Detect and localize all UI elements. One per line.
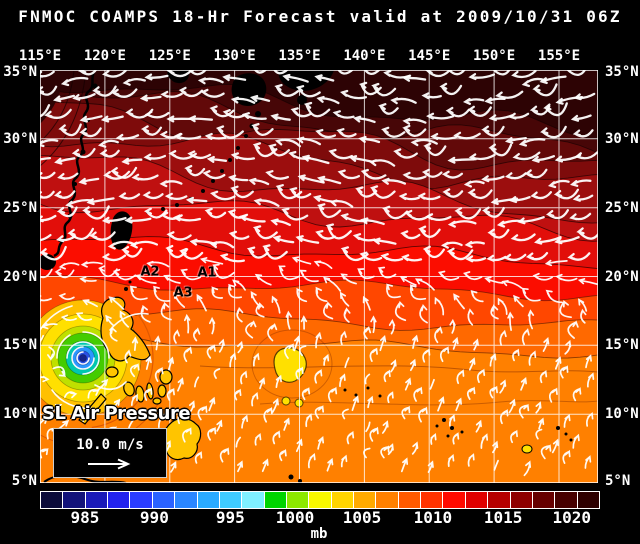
lat-label-right: 25°N <box>605 199 639 216</box>
colorbar-cell <box>84 492 108 508</box>
colorbar-cell <box>151 492 175 508</box>
lat-label-right: 5°N <box>605 473 631 489</box>
lon-label: 145°E <box>408 48 451 64</box>
colorbar-units: mb <box>310 526 328 542</box>
colorbar-cell <box>464 492 488 508</box>
colorbar-tick: 1000 <box>275 508 315 527</box>
colorbar-cell <box>129 492 152 508</box>
colorbar-cell <box>174 492 197 508</box>
colorbar-cell <box>308 492 331 508</box>
colorbar <box>40 491 600 509</box>
colorbar-tick: 985 <box>70 508 100 527</box>
colorbar-tick: 1015 <box>483 508 523 527</box>
colorbar-cell <box>196 492 219 508</box>
colorbar-cell <box>576 492 599 508</box>
colorbar-tick: 990 <box>139 508 169 527</box>
colorbar-cell <box>330 492 354 508</box>
lat-label-left: 20°N <box>3 268 37 285</box>
lon-label: 130°E <box>213 48 256 64</box>
lon-label: 155°E <box>537 48 581 64</box>
lon-label: 150°E <box>473 48 516 64</box>
colorbar-tick: 1005 <box>342 508 382 527</box>
colorbar-scale: 985 990 995 1000 1005 1010 1015 1020 <box>40 508 598 527</box>
colorbar-cell <box>41 492 63 508</box>
colorbar-cell <box>218 492 242 508</box>
lat-label-left: 15°N <box>3 337 37 354</box>
colorbar-cell <box>375 492 398 508</box>
lat-label-right: 35°N <box>605 64 639 80</box>
philippines-landmass <box>78 296 202 461</box>
lat-label-left: 30°N <box>3 130 37 147</box>
wind-scale-value: 10.0 m/s <box>76 437 144 453</box>
lat-label-left: 10°N <box>3 406 37 423</box>
colorbar-cell <box>107 492 130 508</box>
storm-label-a2: A2 <box>140 264 160 280</box>
colorbar-cell <box>420 492 443 508</box>
lat-label-right: 30°N <box>605 130 639 147</box>
pressure-map <box>40 70 598 483</box>
lat-label-right: 10°N <box>605 406 639 423</box>
lon-label: 135°E <box>278 48 321 64</box>
lat-label-right: 20°N <box>605 268 639 285</box>
colorbar-cell <box>554 492 577 508</box>
colorbar-cell <box>241 492 264 508</box>
colorbar-cell <box>487 492 510 508</box>
colorbar-cell <box>263 492 286 508</box>
colorbar-tick: 1020 <box>552 508 592 527</box>
colorbar-cell <box>509 492 532 508</box>
field-label: SL Air Pressure <box>42 403 191 424</box>
map-graphics <box>40 70 598 483</box>
lat-label-right: 15°N <box>605 337 639 354</box>
colorbar-cell <box>397 492 421 508</box>
lat-label-left: 5°N <box>11 473 37 489</box>
lat-label-left: 35°N <box>3 64 37 80</box>
lon-label: 120°E <box>83 48 126 64</box>
low-pressure-pockets <box>251 329 533 454</box>
wind-scale-legend: 10.0 m/s <box>53 428 167 478</box>
colorbar-tick: 1010 <box>413 508 453 527</box>
colorbar-cell <box>285 492 309 508</box>
lon-label: 115°E <box>18 48 62 64</box>
lon-label: 140°E <box>343 48 386 64</box>
colorbar-cell <box>442 492 465 508</box>
colorbar-cell <box>531 492 555 508</box>
wind-scale-arrow <box>88 458 131 470</box>
storm-label-a1: A1 <box>197 265 217 281</box>
lon-label: 125°E <box>148 48 191 64</box>
colorbar-tick: 995 <box>215 508 245 527</box>
colorbar-cell <box>62 492 85 508</box>
storm-label-a3: A3 <box>173 285 193 301</box>
page-title: FNMOC COAMPS 18-Hr Forecast valid at 200… <box>18 7 622 26</box>
cyclone-spiral <box>40 305 149 410</box>
lat-label-left: 25°N <box>3 199 37 216</box>
colorbar-cell <box>353 492 376 508</box>
